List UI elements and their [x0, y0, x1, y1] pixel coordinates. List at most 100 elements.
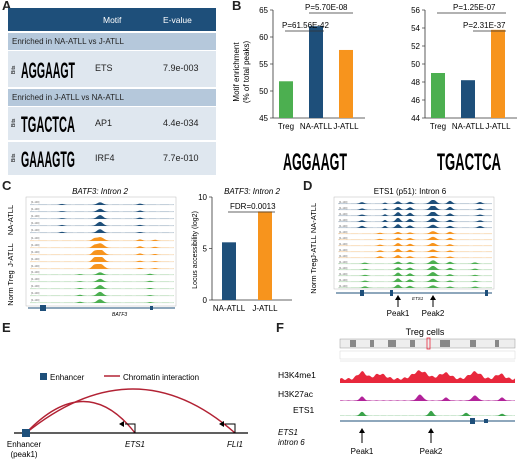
- y-tick-label: 60: [259, 33, 268, 42]
- category-label: Treg: [278, 122, 294, 131]
- y-tick-label: 50: [259, 87, 268, 96]
- peak2-label: Peak2: [420, 447, 443, 456]
- panel-c-figure: BATF3: Intron 2 NA-ATLL J-ATLL Norm Treg…: [6, 187, 292, 318]
- fdr-annotation: FDR=0.0013: [230, 202, 276, 211]
- coverage-track: [30, 272, 174, 275]
- enhancer-box: [22, 429, 30, 437]
- coverage-track: [338, 206, 492, 210]
- coordinate-ruler: [339, 350, 516, 360]
- track-scale: [0–100]: [31, 222, 40, 225]
- enhancer-legend-swatch: [40, 373, 47, 380]
- track-scale: [0–100]: [339, 285, 348, 288]
- track-scale: [0–100]: [31, 292, 40, 295]
- track-scale: [0–100]: [31, 251, 40, 254]
- coverage-track: [30, 278, 174, 282]
- histone-track: [340, 410, 515, 416]
- ideogram-band: [470, 340, 476, 347]
- bar-title: BATF3: Intron 2: [224, 187, 280, 196]
- motif-column-header: Motif: [103, 15, 122, 25]
- coverage-track: [338, 224, 492, 228]
- svg-text:GAAAGTG: GAAAGTG: [21, 147, 75, 172]
- evalue-column-header: E-value: [163, 15, 192, 25]
- histone-track: [340, 370, 515, 383]
- panel-f-label: F: [276, 320, 284, 335]
- treg-title: Treg cells: [406, 327, 445, 337]
- category-label: NA-ATLL: [452, 122, 485, 131]
- bar-j-atll: [258, 211, 272, 300]
- category-label: J-ATLL: [333, 122, 359, 131]
- y-tick-label: 44: [411, 114, 420, 123]
- track-scale: [0–100]: [339, 243, 348, 246]
- enhancer-sub-label: (peak1): [10, 450, 37, 459]
- panel-d-figure: ETS1 (p51): Intron 6 NA-ATLL J-ATLL Norm…: [309, 187, 495, 318]
- ets-motif-logo: AGGAAGT: [283, 149, 347, 175]
- track-scale: [0–100]: [31, 215, 40, 218]
- panel-b-charts: Motif enrichment (% of total peaks) 45 50…: [232, 3, 517, 175]
- table-row-irf4: Bits GAAAGTG IRF4 7.7e-010: [8, 142, 216, 175]
- table-row-ap1: Bits TGACTCA AP1 4.4e-034: [8, 107, 216, 140]
- coverage-track: [338, 236, 492, 240]
- track-scale: [0–100]: [31, 229, 40, 232]
- peak1-label: Peak1: [351, 447, 374, 456]
- section-na-vs-j: Enriched in NA-ATLL vs J-ATLL: [8, 33, 216, 50]
- pvalue-na-vs-j: P=5.70E-08: [305, 3, 348, 12]
- panel-e-label: E: [2, 320, 11, 335]
- track-h3k4me1: H3K4me1: [278, 370, 316, 380]
- interaction-arc-fli1: [25, 388, 236, 434]
- coverage-track: [338, 284, 492, 288]
- section-title: Enriched in J-ATLL vs NA-ATLL: [12, 93, 124, 102]
- coverage-track: [30, 285, 174, 289]
- gene-ets1: ETS1: [125, 440, 145, 449]
- y-tick-label: 0: [203, 296, 208, 305]
- group-norm-treg: Norm Treg: [6, 270, 15, 305]
- label-ets1: ETS1: [278, 428, 298, 437]
- evalue-ap1: 4.4e-034: [163, 118, 199, 128]
- y-tick-label: 45: [259, 114, 268, 123]
- y-tick-label: 55: [259, 60, 268, 69]
- group-norm-treg: Norm Treg: [309, 258, 318, 293]
- coverage-track: [338, 231, 492, 234]
- motif-enrichment-chart-left: Motif enrichment (% of total peaks) 45 50…: [232, 3, 365, 175]
- track-scale: [0–100]: [339, 219, 348, 222]
- track-scale: [0–100]: [339, 201, 348, 204]
- coverage-track: [338, 266, 492, 270]
- coverage-track: [30, 243, 174, 248]
- bar-na-atll: [461, 80, 475, 118]
- track-scale: [0–100]: [339, 249, 348, 252]
- legend-enhancer: Enhancer: [50, 373, 85, 382]
- coverage-track: [30, 250, 174, 255]
- coverage-track: [338, 260, 492, 264]
- motif-enrichment-chart-right: 44 46 48 50 52 54 56 Treg NA-ATLL J-ATLL P=1.25E…: [411, 3, 517, 175]
- ideogram-band: [495, 340, 499, 347]
- evalue-ets: 7.9e-003: [163, 63, 199, 73]
- track-scale: [0–100]: [339, 255, 348, 258]
- coverage-track: [30, 264, 174, 269]
- y-tick-label: 52: [411, 42, 420, 51]
- track-scale: [0–100]: [31, 201, 40, 204]
- motif-irf4: IRF4: [95, 153, 115, 163]
- coverage-track: [30, 229, 174, 233]
- coverage-track: [30, 257, 174, 262]
- track-scale: [0–100]: [31, 271, 40, 274]
- category-label: J-ATLL: [485, 122, 511, 131]
- ideogram-band: [350, 340, 356, 347]
- peak2-label: Peak2: [422, 309, 445, 318]
- track-scale: [0–100]: [31, 208, 40, 211]
- track-scale: [0–100]: [339, 231, 348, 234]
- y-axis-label: Motif enrichment: [232, 42, 241, 102]
- track-scale: [0–100]: [31, 258, 40, 261]
- ets-motif-logo: Bits AGGAAGT: [11, 58, 75, 83]
- y-tick-label: 46: [411, 96, 420, 105]
- svg-text:Bits: Bits: [11, 153, 17, 162]
- track-scale: [0–100]: [31, 299, 40, 302]
- pvalue-treg-vs-j: P=1.25E-07: [453, 3, 496, 12]
- pvalue-na-vs-j-right: P=2.31E-37: [463, 21, 506, 30]
- ideogram-band: [440, 340, 450, 347]
- track-scale: [0–100]: [339, 273, 348, 276]
- svg-text:AGGAAGT: AGGAAGT: [21, 58, 75, 83]
- coverage-track: [338, 212, 492, 216]
- panel-e-figure: Enhancer Chromatin interaction Enhancer …: [7, 373, 248, 459]
- category-label: NA-ATLL: [300, 122, 333, 131]
- track-scale: [0–100]: [339, 279, 348, 282]
- coverage-track: [30, 221, 174, 226]
